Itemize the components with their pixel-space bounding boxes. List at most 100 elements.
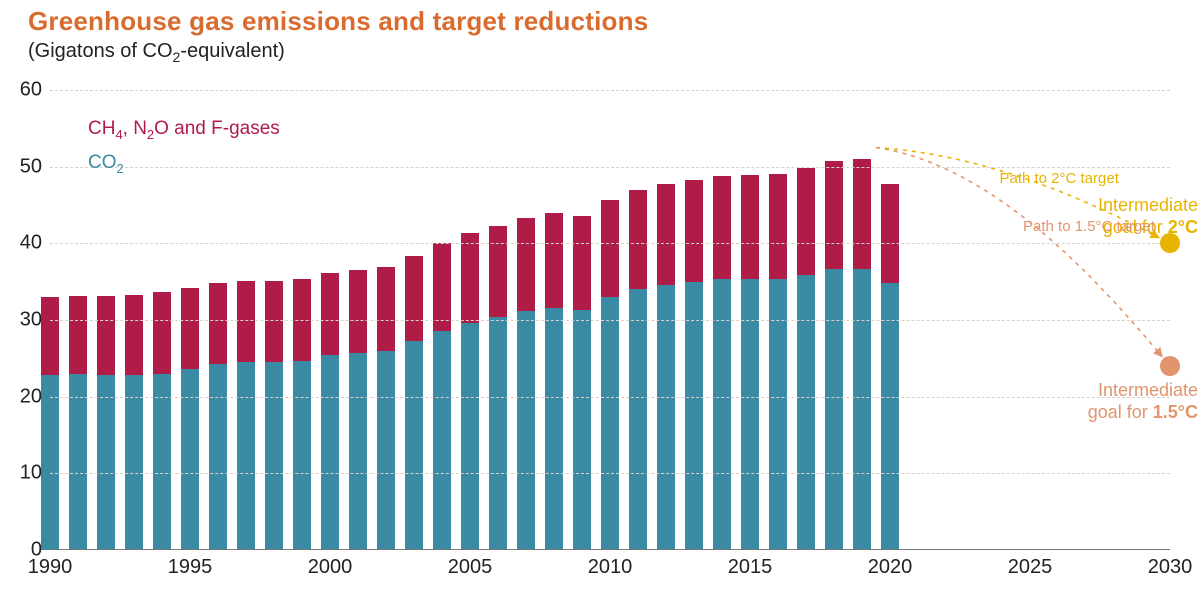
bar-year bbox=[237, 281, 254, 550]
y-axis-label: 20 bbox=[20, 385, 42, 408]
bar-segment-other bbox=[41, 297, 58, 375]
bar-segment-co2 bbox=[97, 375, 114, 550]
y-axis-label: 30 bbox=[20, 309, 42, 332]
bar-segment-co2 bbox=[237, 362, 254, 550]
bar-segment-other bbox=[769, 174, 786, 279]
subtitle-prefix: (Gigatons of CO bbox=[28, 40, 173, 62]
x-axis-label: 2030 bbox=[1148, 556, 1193, 579]
subtitle-suffix: -equivalent) bbox=[180, 40, 285, 62]
bar-segment-other bbox=[517, 218, 534, 311]
bar-segment-other bbox=[657, 184, 674, 284]
gridline bbox=[50, 167, 1170, 168]
x-axis-label: 2010 bbox=[588, 556, 633, 579]
bar-segment-co2 bbox=[853, 269, 870, 550]
bar-segment-co2 bbox=[825, 269, 842, 550]
bar-year bbox=[69, 296, 86, 550]
bar-segment-co2 bbox=[601, 297, 618, 550]
bar-segment-other bbox=[321, 273, 338, 355]
bar-segment-co2 bbox=[405, 341, 422, 550]
bar-segment-co2 bbox=[293, 361, 310, 550]
bar-segment-co2 bbox=[461, 323, 478, 550]
x-axis-label: 2015 bbox=[728, 556, 773, 579]
y-axis-label: 10 bbox=[20, 462, 42, 485]
bar-segment-co2 bbox=[377, 351, 394, 550]
gridline bbox=[50, 473, 1170, 474]
bar-segment-co2 bbox=[153, 374, 170, 550]
gridline bbox=[50, 397, 1170, 398]
bar-segment-other bbox=[153, 292, 170, 373]
y-axis-label: 40 bbox=[20, 232, 42, 255]
bar-segment-co2 bbox=[321, 355, 338, 550]
bar-year bbox=[461, 233, 478, 550]
bar-segment-other bbox=[69, 296, 86, 374]
target-goal-label: Intermediategoal for 1.5°C bbox=[1088, 380, 1198, 423]
bar-segment-other bbox=[601, 200, 618, 297]
bar-segment-other bbox=[377, 267, 394, 351]
bar-year bbox=[853, 159, 870, 550]
y-axis-label: 50 bbox=[20, 155, 42, 178]
bar-segment-other bbox=[713, 176, 730, 280]
bar-year bbox=[881, 184, 898, 550]
bar-segment-other bbox=[853, 159, 870, 269]
bar-segment-co2 bbox=[657, 285, 674, 550]
bar-year bbox=[601, 200, 618, 550]
bar-year bbox=[153, 292, 170, 550]
path-label: Path to 1.5°C target bbox=[1023, 218, 1155, 235]
bar-segment-co2 bbox=[881, 283, 898, 550]
gridline bbox=[50, 243, 1170, 244]
bar-segment-other bbox=[489, 226, 506, 317]
bar-year bbox=[797, 168, 814, 550]
bar-segment-other bbox=[237, 281, 254, 362]
bar-segment-other bbox=[265, 281, 282, 362]
bar-segment-other bbox=[825, 161, 842, 269]
bar-year bbox=[349, 270, 366, 550]
bar-segment-other bbox=[573, 216, 590, 310]
gridline bbox=[50, 320, 1170, 321]
bar-segment-other bbox=[461, 233, 478, 323]
bar-segment-other bbox=[349, 270, 366, 353]
bar-segment-other bbox=[209, 283, 226, 364]
x-axis-label: 2020 bbox=[868, 556, 913, 579]
bar-year bbox=[685, 180, 702, 550]
y-axis-label: 60 bbox=[20, 79, 42, 102]
x-axis-label: 2000 bbox=[308, 556, 353, 579]
bar-year bbox=[517, 218, 534, 550]
bar-segment-other bbox=[545, 213, 562, 307]
x-axis-label: 1990 bbox=[28, 556, 73, 579]
bar-segment-other bbox=[125, 295, 142, 375]
x-axis-baseline bbox=[50, 549, 1170, 550]
bar-year bbox=[265, 281, 282, 550]
bar-segment-other bbox=[797, 168, 814, 275]
bar-segment-co2 bbox=[265, 362, 282, 550]
chart-subtitle: (Gigatons of CO2-equivalent) bbox=[28, 40, 285, 65]
bar-year bbox=[545, 213, 562, 550]
chart-title: Greenhouse gas emissions and target redu… bbox=[28, 6, 648, 37]
bar-year bbox=[573, 216, 590, 550]
bar-year bbox=[657, 184, 674, 550]
bar-segment-other bbox=[181, 288, 198, 369]
bar-year bbox=[41, 297, 58, 550]
bar-segment-co2 bbox=[209, 364, 226, 550]
bar-segment-other bbox=[97, 296, 114, 375]
bar-segment-co2 bbox=[349, 353, 366, 550]
bar-year bbox=[321, 273, 338, 550]
bar-segment-co2 bbox=[41, 375, 58, 550]
bar-segment-co2 bbox=[545, 308, 562, 550]
bar-year bbox=[825, 161, 842, 550]
bar-segment-co2 bbox=[629, 289, 646, 550]
path-label: Path to 2°C target bbox=[999, 170, 1118, 187]
bar-segment-co2 bbox=[685, 282, 702, 550]
target-dot bbox=[1160, 356, 1180, 376]
bar-year bbox=[377, 267, 394, 550]
bar-year bbox=[97, 296, 114, 550]
bar-year bbox=[713, 176, 730, 550]
bar-segment-co2 bbox=[489, 317, 506, 550]
bar-segment-co2 bbox=[69, 374, 86, 550]
bar-segment-co2 bbox=[433, 331, 450, 550]
bar-segment-other bbox=[433, 243, 450, 330]
bar-segment-co2 bbox=[573, 310, 590, 550]
gridline bbox=[50, 90, 1170, 91]
plot-area: 0102030405060199019952000200520102015202… bbox=[50, 90, 1170, 550]
x-axis-label: 2025 bbox=[1008, 556, 1053, 579]
x-axis-label: 1995 bbox=[168, 556, 213, 579]
